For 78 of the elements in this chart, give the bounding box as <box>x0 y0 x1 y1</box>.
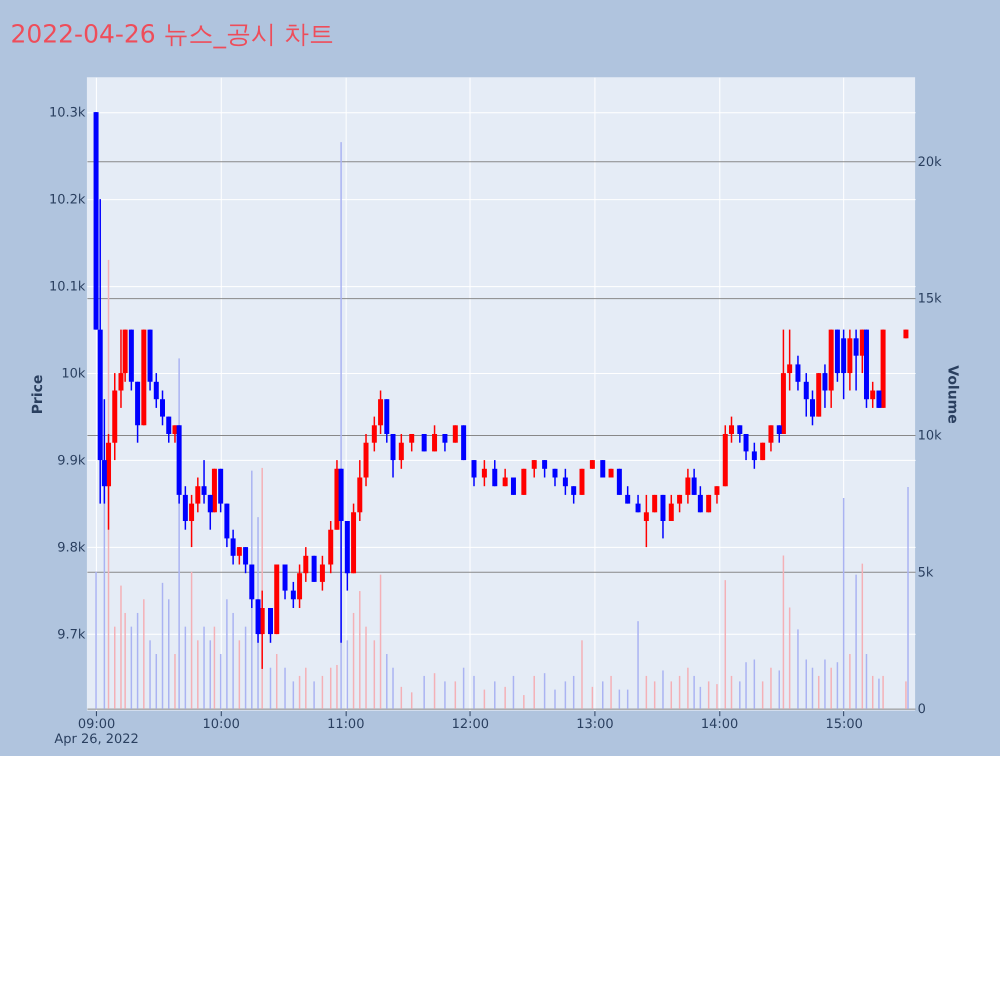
candlestick <box>652 494 658 514</box>
y2-tick-label: 15k <box>918 292 942 307</box>
candlestick <box>644 494 649 548</box>
x-tick-label: 10:00 <box>202 717 240 732</box>
candlestick <box>870 381 876 409</box>
candlestick <box>372 416 377 452</box>
candlestick <box>760 442 766 461</box>
y-tick-label: 10.3k <box>49 106 86 121</box>
y-tick-label: 9.9k <box>57 454 86 469</box>
candlestick <box>432 424 438 452</box>
candlestick <box>636 494 641 514</box>
candlestick <box>472 459 476 487</box>
candlestick <box>876 390 882 409</box>
x-tick-label: 12:00 <box>452 717 490 732</box>
candlestick <box>202 459 207 504</box>
y-tick-label: 9.8k <box>57 540 86 556</box>
candlestick <box>409 433 414 452</box>
candlestick <box>160 390 166 426</box>
y-tick-label: 9.7k <box>57 628 86 643</box>
candlestick <box>482 459 487 487</box>
candlestick <box>822 364 828 409</box>
candlestick <box>768 424 774 452</box>
candlestick <box>208 494 213 530</box>
candlestick <box>195 476 200 514</box>
y-axis-title: Price <box>30 374 46 414</box>
candlestick <box>510 476 516 496</box>
candlestick <box>854 328 859 392</box>
candlestick <box>737 424 742 444</box>
candlestick <box>290 581 296 609</box>
x-tick-label: 15:00 <box>825 717 863 732</box>
candlestick <box>166 416 172 444</box>
candlestick <box>303 546 308 583</box>
candlestick <box>154 372 159 409</box>
y2-tick-label: 5k <box>918 565 934 580</box>
candlestick <box>698 485 703 514</box>
candlestick <box>398 433 404 470</box>
candlestick <box>706 494 712 514</box>
candlestick <box>562 468 568 496</box>
candlestick <box>685 468 690 504</box>
y2-tick-label: 10k <box>918 428 942 444</box>
candlestick <box>320 555 325 592</box>
candlestick <box>787 328 792 392</box>
candlestick <box>502 468 508 487</box>
candlestick <box>230 528 236 566</box>
y-tick-label: 10.1k <box>49 280 86 295</box>
candlestick <box>571 485 576 504</box>
candlestick <box>752 442 757 470</box>
candlestick <box>236 546 242 566</box>
candlestick <box>795 354 800 392</box>
candlestick <box>744 433 749 461</box>
y2-tick-label: 0 <box>918 702 926 718</box>
candlestick <box>118 328 124 409</box>
candlestick <box>625 485 630 504</box>
y2-tick-label: 20k <box>918 154 942 170</box>
candlestick <box>677 494 682 514</box>
x-tick-label: 14:00 <box>700 717 738 732</box>
candlestick <box>189 494 194 548</box>
chart-title: 2022-04-26 뉴스_공시 차트 <box>10 19 334 48</box>
candlestick <box>776 424 782 444</box>
y2-axis-title: Volume <box>944 365 961 424</box>
candlestick <box>714 485 720 504</box>
candlestick <box>442 433 448 452</box>
candlestick <box>804 372 809 418</box>
y-tick-label: 10k <box>61 366 86 382</box>
candlestick <box>668 494 674 522</box>
candlestick <box>422 433 427 452</box>
candlestick <box>692 468 697 496</box>
candlestick <box>542 459 548 478</box>
x-tick-label: 09:00 Apr 26, 2022 <box>54 717 139 748</box>
candlestick <box>243 546 248 574</box>
y-tick-label: 10.2k <box>49 192 86 208</box>
candlestick <box>810 390 815 426</box>
x-tick-label: 11:00 <box>327 717 364 732</box>
candlestick <box>729 416 734 444</box>
candlestick <box>552 468 558 487</box>
x-tick-label: 13:00 <box>576 717 614 732</box>
candlestick <box>492 459 498 487</box>
candlestick <box>532 459 537 478</box>
